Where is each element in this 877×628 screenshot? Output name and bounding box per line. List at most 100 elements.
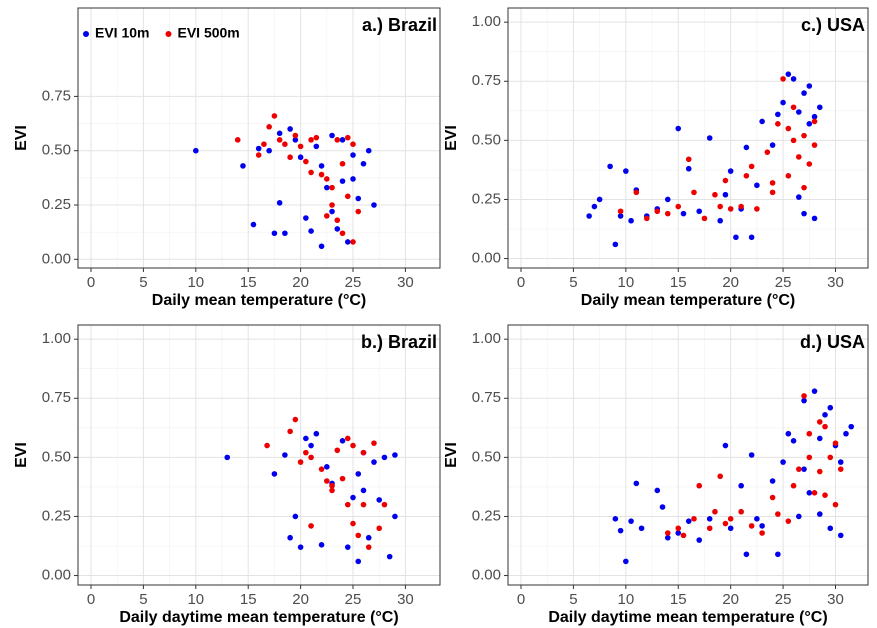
point (586, 213, 592, 219)
point (612, 516, 619, 522)
point (355, 208, 362, 215)
y-tick-label: 0.00 (42, 567, 71, 584)
point (324, 213, 330, 219)
point (696, 208, 703, 215)
point (780, 99, 786, 106)
panel-title: a.) Brazil (362, 15, 437, 35)
point (806, 454, 813, 461)
point (801, 397, 807, 404)
point (224, 454, 231, 461)
y-tick-label: 0.75 (472, 72, 501, 89)
plot-area (508, 8, 868, 268)
y-tick-label: 1.00 (472, 330, 501, 347)
panel-border (507, 7, 869, 269)
point (811, 388, 818, 394)
panel: 0 5 10 15 20 25 30 0.00 0.25 0.50 0.75 1.00 c.) USA D… (443, 7, 869, 309)
point (329, 202, 335, 208)
point (769, 180, 776, 186)
point (775, 551, 781, 558)
point (785, 430, 792, 437)
point (654, 487, 661, 494)
x-tick-label: 25 (775, 274, 792, 291)
point (722, 177, 729, 184)
point (675, 530, 682, 536)
point (644, 215, 650, 222)
point (360, 160, 367, 167)
point (308, 523, 314, 529)
point (350, 152, 356, 158)
point (313, 430, 320, 437)
point (785, 173, 792, 179)
x-tick-label: 0 (87, 274, 95, 291)
y-tick-label: 0.75 (42, 389, 71, 406)
x-tick-label: 5 (569, 274, 577, 291)
point (318, 171, 325, 178)
legend-label: EVI 10m (95, 25, 149, 41)
point (748, 452, 755, 458)
point (827, 525, 834, 532)
point (837, 466, 844, 472)
point (329, 487, 335, 494)
point (785, 125, 792, 132)
point (811, 118, 818, 125)
point (727, 525, 734, 532)
point (675, 125, 682, 132)
point (801, 90, 807, 96)
x-tick-label: 25 (345, 591, 362, 608)
point (261, 141, 267, 147)
x-tick-label: 30 (397, 274, 414, 291)
panel: 0 5 10 15 20 25 30 0.00 0.25 0.50 0.75 a.) Brazil Da… (13, 7, 441, 309)
x-tick-label: 30 (827, 274, 844, 291)
panel-title: b.) Brazil (361, 332, 437, 352)
panel: 0 5 10 15 20 25 30 0.00 0.25 0.50 0.75 1.00 d.) USA D… (443, 324, 869, 626)
y-tick-label: 0.25 (42, 196, 71, 213)
point (303, 158, 309, 165)
panel-border (77, 324, 441, 586)
point (816, 511, 823, 517)
x-tick-label: 10 (617, 274, 634, 291)
point (344, 501, 351, 508)
point (806, 490, 813, 496)
y-tick-label: 0.50 (42, 142, 71, 159)
point (350, 176, 356, 182)
point (355, 195, 362, 202)
point (360, 501, 367, 508)
point (287, 428, 293, 435)
x-tick-label: 10 (187, 591, 204, 608)
point (832, 501, 839, 508)
point (313, 134, 320, 141)
point (837, 532, 844, 539)
y-axis-label: EVI (443, 442, 460, 468)
point (324, 478, 330, 484)
point (308, 137, 314, 143)
point (334, 217, 341, 224)
point (816, 468, 823, 475)
point (287, 534, 293, 541)
point (591, 203, 598, 210)
point (680, 210, 687, 217)
point (748, 234, 755, 241)
point (318, 163, 325, 169)
point (318, 243, 325, 250)
point (617, 213, 624, 219)
point (685, 518, 692, 524)
x-tick-label: 15 (240, 591, 257, 608)
point (748, 163, 755, 170)
x-tick-label: 20 (292, 591, 309, 608)
point (717, 473, 723, 480)
point (785, 71, 792, 77)
point (365, 534, 372, 541)
x-tick-label: 20 (722, 274, 739, 291)
point (276, 200, 283, 206)
point (282, 230, 288, 237)
point (271, 230, 278, 237)
point (706, 525, 713, 532)
x-tick-label: 5 (139, 274, 147, 291)
point (738, 508, 744, 515)
point (324, 464, 330, 470)
point (796, 513, 802, 520)
point (685, 156, 692, 163)
point (193, 147, 199, 154)
x-tick-label: 15 (240, 274, 257, 291)
point (816, 435, 823, 442)
